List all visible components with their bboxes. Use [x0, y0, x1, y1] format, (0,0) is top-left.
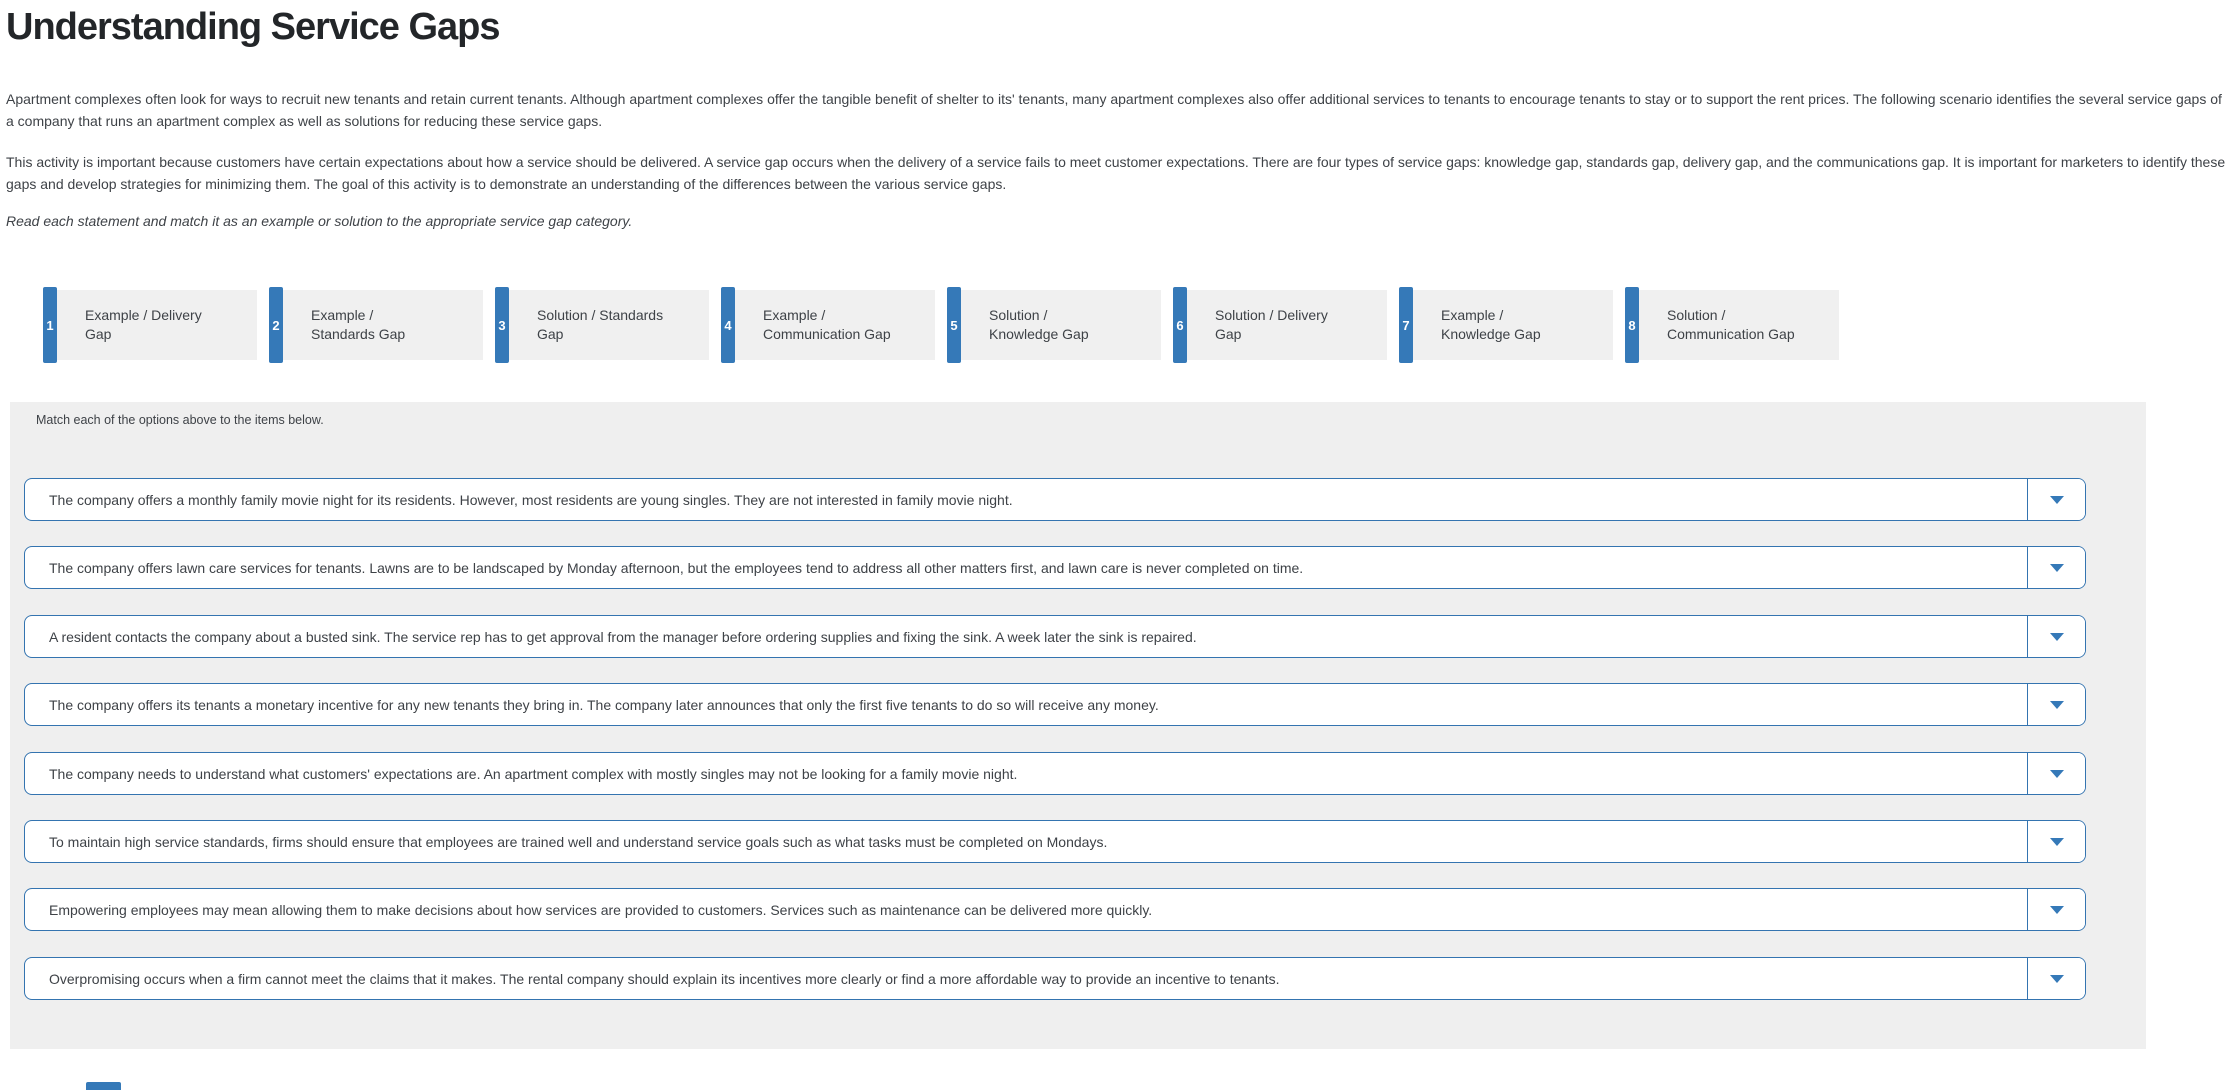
- option-label-line2: Knowledge Gap: [989, 326, 1089, 342]
- match-item-text: The company offers lawn care services fo…: [49, 559, 1304, 576]
- match-item-row-7: Empowering employees may mean allowing t…: [24, 888, 2086, 931]
- option-chip-body: Solution / Standards Gap: [509, 290, 709, 360]
- option-label: Solution / Communication Gap: [1667, 306, 1795, 344]
- match-item-text: To maintain high service standards, firm…: [49, 833, 1108, 850]
- caret-down-icon: [2049, 632, 2064, 641]
- option-label-line2: Gap: [1215, 326, 1242, 342]
- match-item-text: The company offers its tenants a monetar…: [49, 696, 1159, 713]
- option-label: Solution / Knowledge Gap: [989, 306, 1089, 344]
- caret-down-icon: [2049, 974, 2064, 983]
- activity-instruction: Read each statement and match it as an e…: [6, 213, 633, 229]
- option-chip-body: Example / Communication Gap: [735, 290, 935, 360]
- intro-paragraph-1: Apartment complexes often look for ways …: [6, 91, 2222, 129]
- match-item-text: Empowering employees may mean allowing t…: [49, 901, 1153, 918]
- matching-instruction: Match each of the options above to the i…: [36, 413, 324, 427]
- page-title: Understanding Service Gaps: [6, 6, 500, 48]
- matching-panel: Match each of the options above to the i…: [10, 402, 2146, 1049]
- option-label-line1: Solution /: [1667, 307, 1726, 323]
- option-chip-7: 7 Example / Knowledge Gap: [1399, 287, 1613, 363]
- match-item-text: A resident contacts the company about a …: [49, 628, 1197, 645]
- option-chip-3: 3 Solution / Standards Gap: [495, 287, 709, 363]
- caret-down-icon: [2049, 700, 2064, 709]
- option-chip-5: 5 Solution / Knowledge Gap: [947, 287, 1161, 363]
- dropdown-button[interactable]: [2027, 889, 2085, 930]
- option-number-tab: 3: [495, 287, 509, 363]
- option-chip-body: Solution / Knowledge Gap: [961, 290, 1161, 360]
- option-label-line2: Gap: [537, 326, 564, 342]
- option-number-tab: 5: [947, 287, 961, 363]
- dropdown-button[interactable]: [2027, 684, 2085, 725]
- option-label-line1: Example /: [311, 307, 374, 323]
- option-number-tab: 2: [269, 287, 283, 363]
- option-label-line1: Solution /: [989, 307, 1048, 323]
- option-number-tab: 7: [1399, 287, 1413, 363]
- option-number-tab: 4: [721, 287, 735, 363]
- match-item-row-6: To maintain high service standards, firm…: [24, 820, 2086, 863]
- option-label-line1: Solution / Delivery: [1215, 307, 1328, 323]
- option-chip-2: 2 Example / Standards Gap: [269, 287, 483, 363]
- caret-down-icon: [2049, 905, 2064, 914]
- match-item-row-2: The company offers lawn care services fo…: [24, 546, 2086, 589]
- match-item-text: Overpromising occurs when a firm cannot …: [49, 970, 1280, 987]
- match-item-text: The company needs to understand what cus…: [49, 765, 1018, 782]
- match-item-text: The company offers a monthly family movi…: [49, 491, 1013, 508]
- option-label-line2: Knowledge Gap: [1441, 326, 1541, 342]
- partially-visible-button[interactable]: [86, 1082, 121, 1090]
- option-label-line1: Solution / Standards: [537, 307, 664, 323]
- option-label: Example / Knowledge Gap: [1441, 306, 1541, 344]
- option-label-line1: Example /: [1441, 307, 1504, 323]
- match-item-row-3: A resident contacts the company about a …: [24, 615, 2086, 658]
- dropdown-button[interactable]: [2027, 958, 2085, 999]
- option-chip-body: Solution / Delivery Gap: [1187, 290, 1387, 360]
- match-item-row-4: The company offers its tenants a monetar…: [24, 683, 2086, 726]
- option-chip-4: 4 Example / Communication Gap: [721, 287, 935, 363]
- caret-down-icon: [2049, 837, 2064, 846]
- option-label-line2: Standards Gap: [311, 326, 406, 342]
- option-chip-row: 1 Example / Delivery Gap 2 Example / Sta…: [43, 287, 1839, 363]
- option-chip-body: Solution / Communication Gap: [1639, 290, 1839, 360]
- option-label: Solution / Standards Gap: [537, 306, 663, 344]
- option-label: Example / Delivery Gap: [85, 306, 202, 344]
- option-chip-body: Example / Knowledge Gap: [1413, 290, 1613, 360]
- option-chip-body: Example / Delivery Gap: [57, 290, 257, 360]
- caret-down-icon: [2049, 769, 2064, 778]
- caret-down-icon: [2049, 563, 2064, 572]
- match-item-row-8: Overpromising occurs when a firm cannot …: [24, 957, 2086, 1000]
- dropdown-button[interactable]: [2027, 753, 2085, 794]
- intro-paragraph-2: This activity is important because custo…: [6, 154, 2226, 192]
- option-chip-8: 8 Solution / Communication Gap: [1625, 287, 1839, 363]
- dropdown-button[interactable]: [2027, 479, 2085, 520]
- option-label: Example / Communication Gap: [763, 306, 891, 344]
- option-number-tab: 6: [1173, 287, 1187, 363]
- option-chip-6: 6 Solution / Delivery Gap: [1173, 287, 1387, 363]
- dropdown-button[interactable]: [2027, 821, 2085, 862]
- option-chip-body: Example / Standards Gap: [283, 290, 483, 360]
- option-number-tab: 1: [43, 287, 57, 363]
- option-label-line2: Communication Gap: [1667, 326, 1795, 342]
- option-label-line1: Example /: [763, 307, 826, 323]
- option-number-tab: 8: [1625, 287, 1639, 363]
- match-item-row-5: The company needs to understand what cus…: [24, 752, 2086, 795]
- dropdown-button[interactable]: [2027, 547, 2085, 588]
- dropdown-button[interactable]: [2027, 616, 2085, 657]
- option-label-line1: Example / Delivery: [85, 307, 202, 323]
- option-chip-1: 1 Example / Delivery Gap: [43, 287, 257, 363]
- option-label: Example / Standards Gap: [311, 306, 405, 344]
- option-label-line2: Gap: [85, 326, 112, 342]
- caret-down-icon: [2049, 495, 2064, 504]
- match-item-row-1: The company offers a monthly family movi…: [24, 478, 2086, 521]
- option-label: Solution / Delivery Gap: [1215, 306, 1328, 344]
- option-label-line2: Communication Gap: [763, 326, 891, 342]
